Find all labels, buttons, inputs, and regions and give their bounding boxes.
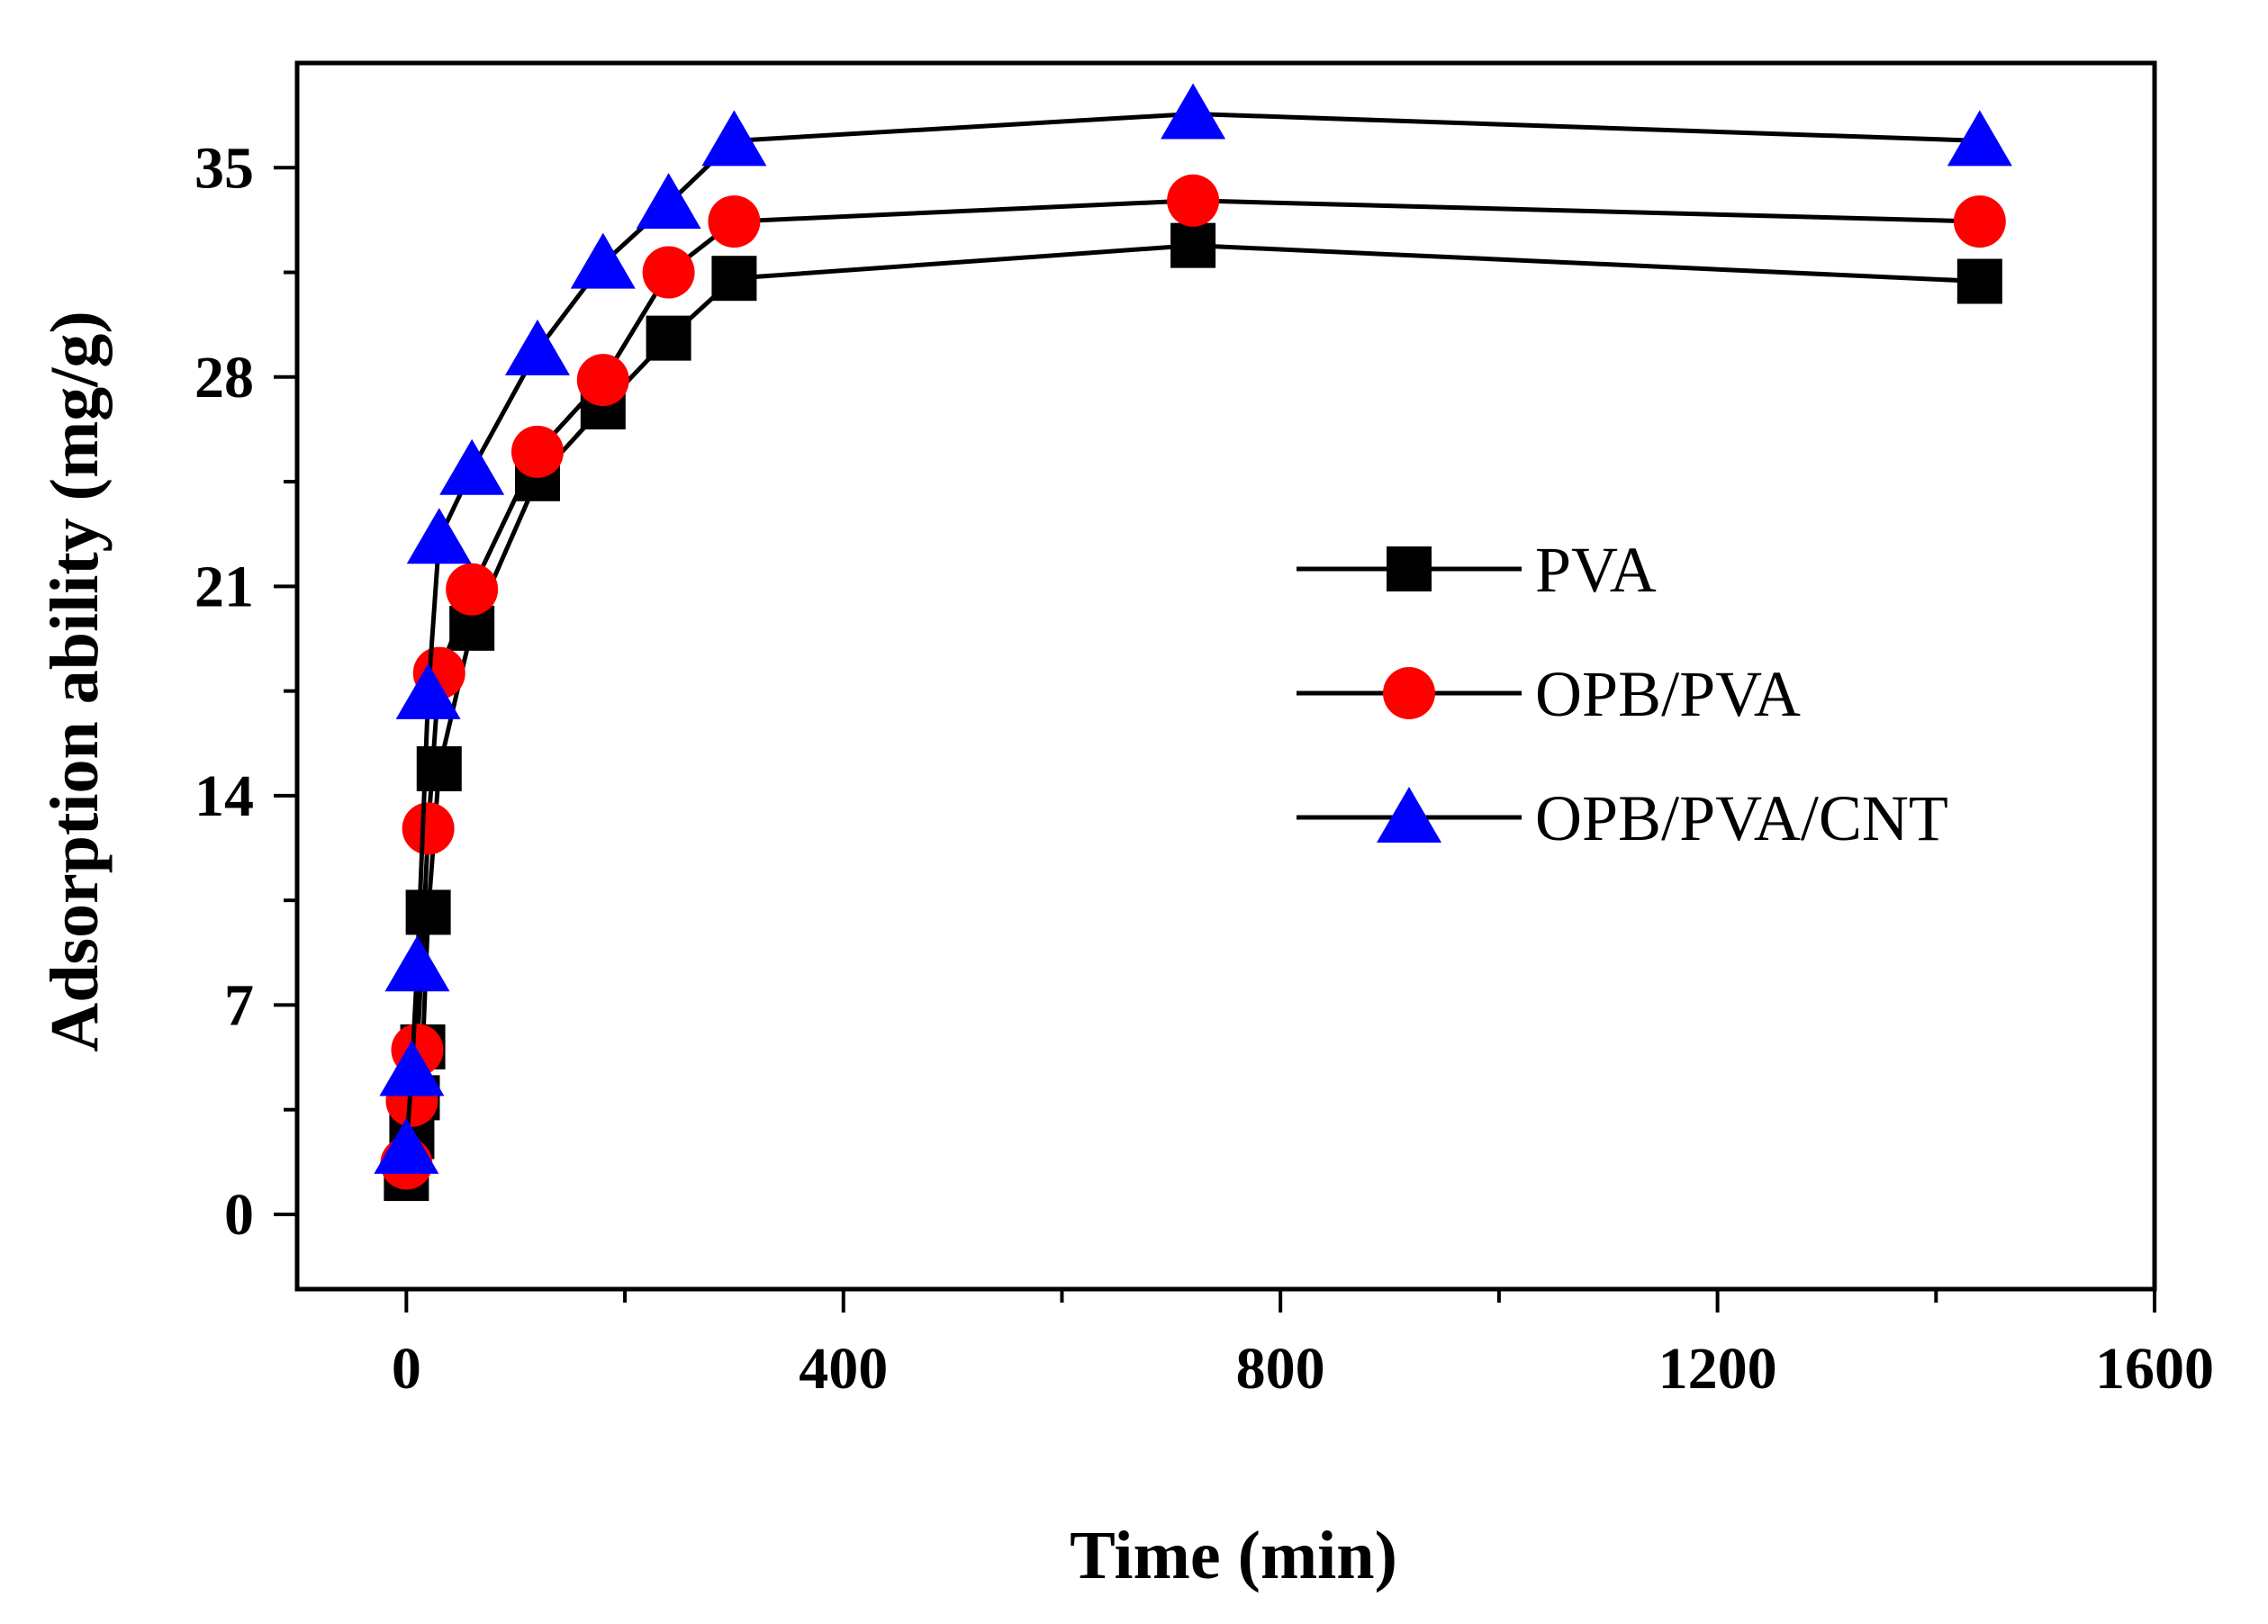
data-point <box>395 663 461 719</box>
data-point <box>708 195 761 248</box>
x-tick-label: 400 <box>799 1336 888 1402</box>
data-point <box>374 1117 439 1174</box>
x-axis-title: Time (min) <box>1070 1518 1397 1593</box>
data-point <box>1170 222 1216 268</box>
y-tick-label: 14 <box>194 763 254 829</box>
legend: PVA OPB/PVA OPB/PVA/CNT <box>1297 534 1948 854</box>
legend-item: OPB/PVA/CNT <box>1297 782 1948 854</box>
x-tick-label: 800 <box>1236 1336 1325 1402</box>
x-axis: 0 400 800 1200 1600 <box>392 1289 2214 1402</box>
axes: 0 400 800 1200 1600 0 7 14 21 28 35 <box>194 60 2214 1402</box>
data-point <box>701 110 767 167</box>
data-point <box>570 232 636 289</box>
data-point <box>1161 83 1226 140</box>
y-tick-label: 7 <box>224 972 254 1038</box>
x-tick-label: 0 <box>392 1336 421 1402</box>
legend-label: OPB/PVA <box>1535 658 1801 730</box>
data-point <box>406 508 472 564</box>
data-point <box>576 354 629 407</box>
legend-item: PVA <box>1297 534 1657 606</box>
data-point <box>646 315 691 361</box>
data-point <box>446 563 499 616</box>
data-point <box>504 319 570 375</box>
data-point <box>405 889 451 935</box>
y-tick-label: 0 <box>224 1182 254 1248</box>
series-triangle <box>374 83 2012 1174</box>
data-point <box>642 246 695 299</box>
y-tick-label: 35 <box>194 135 254 201</box>
data-point <box>402 802 455 855</box>
plot-area <box>374 83 2012 1202</box>
data-point <box>379 1040 445 1096</box>
data-point <box>1167 174 1220 227</box>
legend-marker <box>1387 546 1432 591</box>
data-point <box>511 425 564 478</box>
y-tick-label: 28 <box>194 345 254 411</box>
data-point <box>384 935 450 992</box>
y-axis: 0 7 14 21 28 35 <box>194 135 297 1248</box>
y-axis-title: Adsorption ability (mg/g) <box>37 311 113 1051</box>
plot-frame <box>294 60 2157 1292</box>
legend-marker <box>1377 787 1441 843</box>
data-point <box>1953 195 2006 248</box>
x-tick-label: 1600 <box>2095 1336 2214 1402</box>
data-point <box>636 173 701 230</box>
data-point <box>439 438 505 495</box>
legend-item: OPB/PVA <box>1297 658 1801 730</box>
x-tick-label: 1200 <box>1658 1336 1777 1402</box>
data-point <box>711 256 757 302</box>
legend-marker <box>1383 667 1435 719</box>
legend-label: PVA <box>1535 534 1657 606</box>
y-tick-label: 21 <box>194 554 254 619</box>
data-point <box>1947 110 2012 167</box>
legend-label: OPB/PVA/CNT <box>1535 782 1948 854</box>
data-point <box>1956 258 2002 304</box>
